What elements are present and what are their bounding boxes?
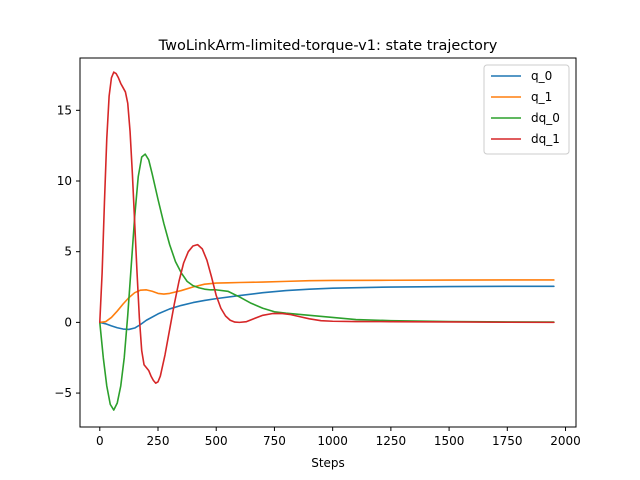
y-axis: −5 0 5 10 15 [54,103,80,400]
legend: q_0 q_1 dq_0 dq_1 [483,64,570,155]
y-tick-label: 0 [64,315,72,329]
x-axis: 0 250 500 750 1000 1250 1500 1750 2000 [96,427,581,448]
x-tick-label: 2000 [550,434,581,448]
x-tick-label: 750 [263,434,286,448]
y-tick-label: −5 [54,386,72,400]
series-line-dq-0 [98,153,555,411]
chart-title: TwoLinkArm-limited-torque-v1: state traj… [158,38,498,54]
x-tick-label: 1500 [434,434,465,448]
legend-label: dq_0 [531,111,560,125]
x-tick-label: 1250 [376,434,407,448]
series-line-q-1 [98,279,555,324]
legend-label: q_1 [531,90,552,104]
x-tick-label: 0 [96,434,104,448]
legend-label: q_0 [531,69,552,83]
x-axis-title: Steps [311,456,345,470]
x-tick-label: 1750 [492,434,523,448]
x-tick-label: 250 [147,434,170,448]
y-tick-label: 15 [57,103,72,117]
series-layer [98,71,555,411]
series-line-dq-1 [98,71,555,384]
series-line-q-0 [98,285,555,331]
x-tick-label: 500 [205,434,228,448]
y-tick-label: 10 [57,174,72,188]
legend-label: dq_1 [531,132,560,146]
x-tick-label: 1000 [317,434,348,448]
y-tick-label: 5 [64,245,72,259]
legend-box [483,64,570,155]
axes-frame [79,57,577,428]
